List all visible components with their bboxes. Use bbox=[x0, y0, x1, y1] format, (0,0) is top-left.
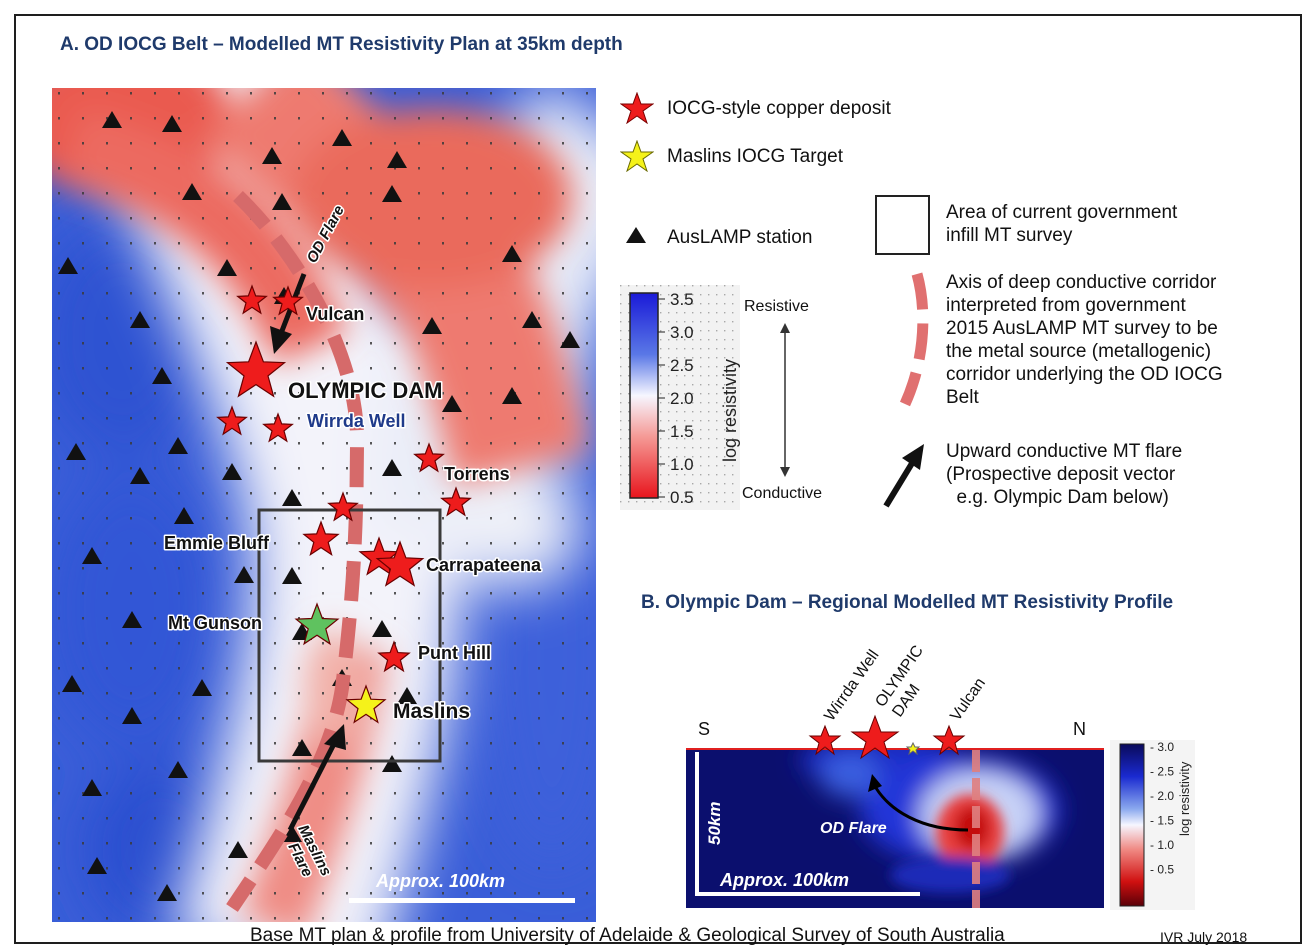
colorbar-plan-tick-label: 1.0 bbox=[670, 455, 694, 474]
legend-corridor-line6: Belt bbox=[946, 386, 979, 409]
emmie-bluff-label: Emmie Bluff bbox=[164, 533, 270, 553]
profile-south-label: S bbox=[698, 719, 710, 739]
legend-survey-area-line2: infill MT survey bbox=[946, 224, 1072, 247]
maslins-label: Maslins bbox=[393, 700, 470, 723]
profile-od-flare-label: OD Flare bbox=[820, 820, 887, 837]
colorbar-profile-tick-label: - 2.0 bbox=[1150, 789, 1174, 803]
colorbar-plan-tick-label: 3.5 bbox=[670, 290, 694, 309]
legend-survey-area-line1: Area of current government bbox=[946, 201, 1177, 224]
carrapateena-label: Carrapateena bbox=[426, 555, 542, 575]
survey-area-box-icon bbox=[875, 195, 930, 255]
profile-vulcan-label: Vulcan bbox=[947, 675, 989, 724]
colorbar-plan-tick-label: 2.0 bbox=[670, 389, 694, 408]
legend-flare-line2: (Prospective deposit vector bbox=[946, 463, 1175, 486]
wirrda-well-label: Wirrda Well bbox=[307, 411, 406, 431]
plan-scale-bar bbox=[349, 898, 575, 903]
colorbar-plan-tick-label: 3.0 bbox=[670, 323, 694, 342]
mt-resistivity-plan-map: Vulcan OLYMPIC DAM Wirrda Well Torrens E… bbox=[52, 88, 596, 922]
credit-text: IVR July 2018 bbox=[1160, 929, 1247, 945]
colorbar-profile-tick-label: - 1.0 bbox=[1150, 838, 1174, 852]
colorbar-profile-tick-label: - 2.5 bbox=[1150, 765, 1174, 779]
colorbar-plan-tick-label: 2.5 bbox=[670, 356, 694, 375]
legend-corridor-line3: 2015 AusLAMP MT survey to be bbox=[946, 317, 1218, 340]
corridor-axis-icon bbox=[895, 270, 935, 410]
punt-hill-label: Punt Hill bbox=[418, 643, 491, 663]
resistive-label: Resistive bbox=[744, 298, 809, 315]
panel-a-title: A. OD IOCG Belt – Modelled MT Resistivit… bbox=[60, 34, 623, 56]
colorbar-profile-tick-label: - 1.5 bbox=[1150, 814, 1174, 828]
colorbar-plan-tick-label: 1.5 bbox=[670, 422, 694, 441]
legend-maslins-target: Maslins IOCG Target bbox=[667, 145, 843, 168]
legend-corridor-line2: interpreted from government bbox=[946, 294, 1186, 317]
colorbar-profile-tick-label: - 0.5 bbox=[1150, 863, 1174, 877]
profile-wirrda-well-label: Wirrda Well bbox=[821, 647, 882, 724]
legend-station: AusLAMP station bbox=[667, 226, 812, 249]
panel-b-title: B. Olympic Dam – Regional Modelled MT Re… bbox=[641, 592, 1173, 614]
plan-scale-label: Approx. 100km bbox=[375, 871, 505, 891]
colorbar-profile-tick-label: - 3.0 bbox=[1150, 740, 1174, 754]
legend-copper-deposit: IOCG-style copper deposit bbox=[667, 97, 891, 120]
olympic-dam-label: OLYMPIC DAM bbox=[288, 378, 442, 403]
colorbar-plan: 3.5 3.0 2.5 2.0 1.5 1.0 0.5 log resistivity Re… bbox=[620, 285, 845, 510]
legend-corridor-line5: corridor underlying the OD IOCG bbox=[946, 363, 1223, 386]
legend-flare-line1: Upward conductive MT flare bbox=[946, 440, 1182, 463]
mt-gunson-label: Mt Gunson bbox=[168, 613, 262, 633]
copper-deposit-star-icon bbox=[620, 92, 654, 124]
mt-resistivity-profile: OD Flare 50km Approx. 100km S N Wirrda W… bbox=[680, 640, 1200, 915]
legend-flare-line3: e.g. Olympic Dam below) bbox=[946, 486, 1169, 509]
legend-corridor-line4: the metal source (metallogenic) bbox=[946, 340, 1211, 363]
colorbar-plan-axis-label: log resistivity bbox=[720, 359, 740, 462]
colorbar-plan-tick-label: 0.5 bbox=[670, 488, 694, 507]
source-footer: Base MT plan & profile from University o… bbox=[250, 925, 1005, 947]
legend-corridor-line1: Axis of deep conductive corridor bbox=[946, 271, 1216, 294]
profile-scale-label: Approx. 100km bbox=[719, 870, 849, 890]
flare-arrow-icon bbox=[880, 440, 930, 510]
colorbar-profile-axis-label: log resistivity bbox=[1177, 761, 1192, 836]
torrens-label: Torrens bbox=[444, 464, 510, 484]
maslins-target-star-icon bbox=[620, 140, 654, 172]
profile-north-label: N bbox=[1073, 719, 1086, 739]
vulcan-label: Vulcan bbox=[306, 304, 364, 324]
depth-scale-label: 50km bbox=[705, 802, 724, 845]
conductive-label: Conductive bbox=[742, 485, 822, 502]
station-triangle-icon bbox=[625, 226, 647, 244]
